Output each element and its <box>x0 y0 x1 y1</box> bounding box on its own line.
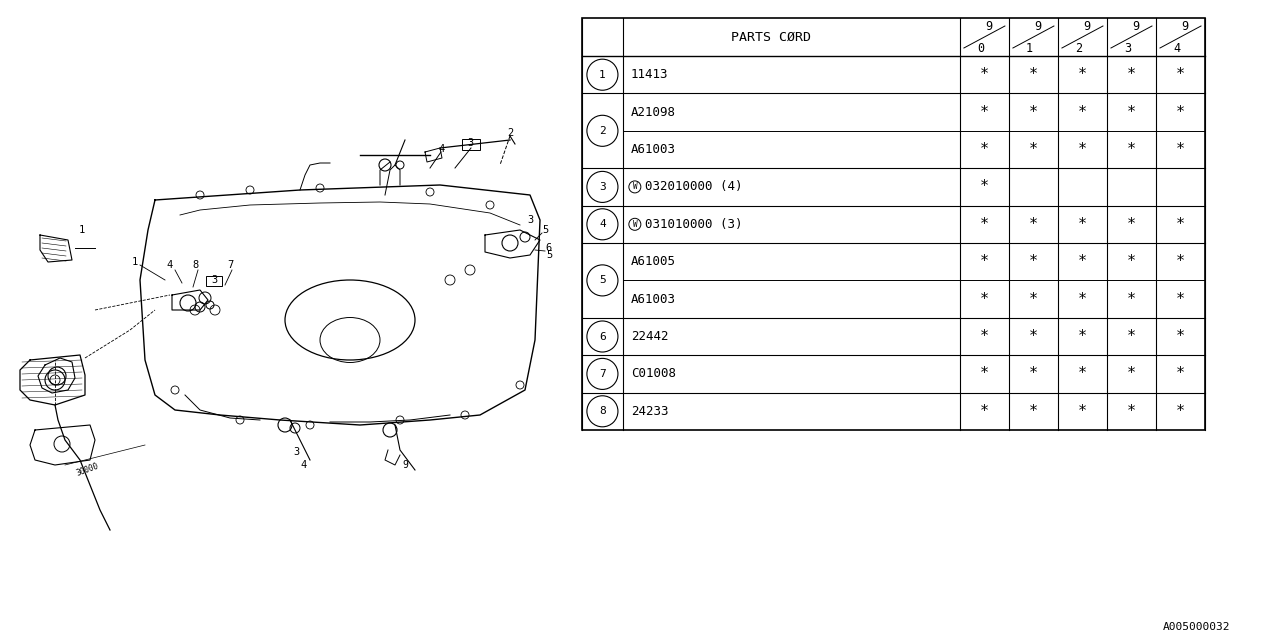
Text: *: * <box>979 292 989 307</box>
Text: 4: 4 <box>301 460 307 470</box>
Text: 2: 2 <box>1075 42 1082 54</box>
Text: *: * <box>1126 329 1137 344</box>
Bar <box>582 18 1204 430</box>
Text: W: W <box>632 182 637 191</box>
Text: 9: 9 <box>1083 19 1091 33</box>
Text: *: * <box>1176 217 1185 232</box>
Text: *: * <box>1078 217 1087 232</box>
Text: *: * <box>1029 292 1038 307</box>
Text: *: * <box>979 329 989 344</box>
Text: *: * <box>1176 366 1185 381</box>
Text: 5: 5 <box>541 225 548 235</box>
Text: *: * <box>979 217 989 232</box>
Text: *: * <box>1029 366 1038 381</box>
Text: *: * <box>1029 217 1038 232</box>
Text: A61003: A61003 <box>631 143 676 156</box>
Text: *: * <box>1176 104 1185 120</box>
Text: 0: 0 <box>977 42 984 54</box>
Text: *: * <box>1078 404 1087 419</box>
Text: *: * <box>1078 329 1087 344</box>
Text: PARTS CØRD: PARTS CØRD <box>731 31 812 44</box>
Text: 24233: 24233 <box>631 404 668 418</box>
Text: *: * <box>979 67 989 82</box>
Text: 2: 2 <box>507 128 513 138</box>
Text: 1: 1 <box>599 70 605 80</box>
Text: 4: 4 <box>439 144 445 154</box>
Text: 1: 1 <box>132 257 138 267</box>
Text: *: * <box>979 404 989 419</box>
Text: *: * <box>1126 404 1137 419</box>
Text: 7: 7 <box>599 369 605 379</box>
Text: 9: 9 <box>1181 19 1188 33</box>
Text: W: W <box>632 220 637 228</box>
Text: 3: 3 <box>467 138 474 148</box>
Text: 1: 1 <box>1025 42 1033 54</box>
Text: *: * <box>1176 404 1185 419</box>
Text: *: * <box>1126 292 1137 307</box>
Text: 11413: 11413 <box>631 68 668 81</box>
Text: *: * <box>979 366 989 381</box>
Text: 7: 7 <box>227 260 233 270</box>
Text: *: * <box>1029 142 1038 157</box>
Text: *: * <box>1029 67 1038 82</box>
Text: 032010000 (4): 032010000 (4) <box>645 180 742 193</box>
Text: 9: 9 <box>402 460 408 470</box>
Text: A005000032: A005000032 <box>1162 622 1230 632</box>
Text: *: * <box>1126 366 1137 381</box>
Text: 5: 5 <box>545 250 552 260</box>
Text: A61003: A61003 <box>631 292 676 305</box>
Text: 6: 6 <box>599 332 605 342</box>
Text: 9: 9 <box>1034 19 1041 33</box>
Text: *: * <box>1029 104 1038 120</box>
Text: *: * <box>1078 366 1087 381</box>
Text: *: * <box>1176 142 1185 157</box>
Text: 8: 8 <box>599 406 605 416</box>
Text: *: * <box>1078 67 1087 82</box>
Text: *: * <box>1126 67 1137 82</box>
Text: 8: 8 <box>192 260 198 270</box>
Text: *: * <box>1029 254 1038 269</box>
Text: *: * <box>1176 329 1185 344</box>
Text: *: * <box>1078 104 1087 120</box>
Text: *: * <box>1078 292 1087 307</box>
Text: 031010000 (3): 031010000 (3) <box>645 218 742 231</box>
Text: *: * <box>1126 104 1137 120</box>
Text: 22442: 22442 <box>631 330 668 343</box>
Text: 9: 9 <box>1132 19 1139 33</box>
Text: 1: 1 <box>79 225 86 235</box>
Text: 6: 6 <box>545 243 552 253</box>
Bar <box>206 276 221 286</box>
Text: *: * <box>1176 292 1185 307</box>
Text: 4: 4 <box>166 260 173 270</box>
Text: 30000: 30000 <box>76 462 100 478</box>
Text: A61005: A61005 <box>631 255 676 268</box>
Text: 9: 9 <box>984 19 992 33</box>
Text: *: * <box>1126 254 1137 269</box>
Text: A21098: A21098 <box>631 106 676 118</box>
Text: 3: 3 <box>599 182 605 192</box>
Text: *: * <box>1029 329 1038 344</box>
Text: *: * <box>979 179 989 195</box>
Text: *: * <box>979 142 989 157</box>
Text: *: * <box>979 104 989 120</box>
Text: 3: 3 <box>211 275 218 285</box>
Text: *: * <box>1126 217 1137 232</box>
Text: 4: 4 <box>1172 42 1180 54</box>
Text: *: * <box>1126 142 1137 157</box>
Text: 3: 3 <box>293 447 300 457</box>
Text: *: * <box>1176 67 1185 82</box>
Text: 3: 3 <box>1124 42 1132 54</box>
Text: C01008: C01008 <box>631 367 676 380</box>
Text: *: * <box>979 254 989 269</box>
Text: *: * <box>1078 254 1087 269</box>
Text: 2: 2 <box>599 126 605 136</box>
Text: 4: 4 <box>599 220 605 229</box>
Text: *: * <box>1029 404 1038 419</box>
Text: 5: 5 <box>599 275 605 285</box>
Text: *: * <box>1078 142 1087 157</box>
Bar <box>462 139 480 150</box>
Text: *: * <box>1176 254 1185 269</box>
Text: 3: 3 <box>527 215 534 225</box>
